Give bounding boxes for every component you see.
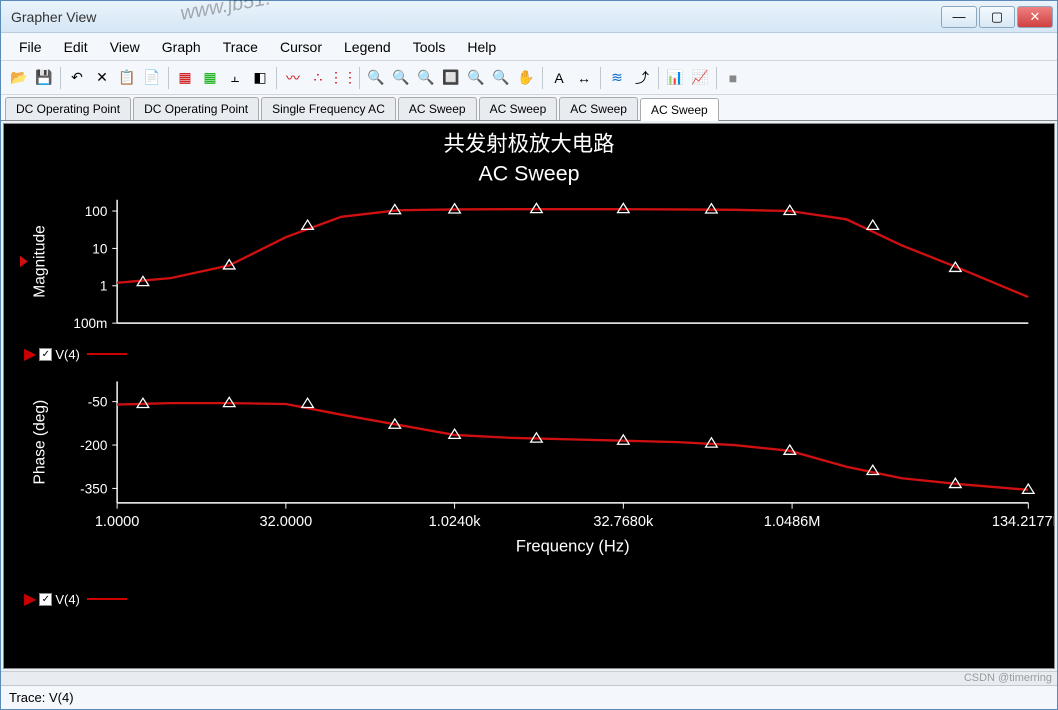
zoom-y-icon[interactable]: 🔍 [489,66,513,90]
svg-text:-350: -350 [80,481,108,496]
menu-graph[interactable]: Graph [152,35,211,59]
toolbar-separator [658,67,659,89]
menu-view[interactable]: View [100,35,150,59]
menu-legend[interactable]: Legend [334,35,401,59]
legend-label: V(4) [55,347,80,362]
sheet2-icon[interactable]: 📈 [688,66,712,90]
legend-phase: ▶ ✓ V(4) [24,589,127,609]
status-bar: Trace: V(4) [1,685,1057,709]
svg-text:1.0000: 1.0000 [95,514,140,530]
svg-text:1: 1 [100,279,108,294]
overlay-icon[interactable]: ≋ [605,66,629,90]
save-icon[interactable]: 💾 [32,66,56,90]
svg-text:-50: -50 [88,395,108,410]
tab-single-frequency-ac-2[interactable]: Single Frequency AC [261,97,396,120]
watermark-csdn: CSDN @timerring [964,672,1052,684]
menu-trace[interactable]: Trace [213,35,268,59]
toolbar-separator [168,67,169,89]
svg-text:1.0240k: 1.0240k [429,514,482,530]
legend-line-icon [87,353,127,355]
scatter-icon[interactable]: ∴ [306,66,330,90]
cursor-icon[interactable]: ↔ [572,66,596,90]
stop-icon[interactable]: ■ [721,66,745,90]
svg-text:10: 10 [92,241,108,256]
svg-text:1.0486M: 1.0486M [764,514,821,530]
tab-dc-operating-point-0[interactable]: DC Operating Point [5,97,131,120]
titlebar: Grapher View — ▢ ✕ [1,1,1057,33]
zoom-x-icon[interactable]: 🔍 [464,66,488,90]
zoom-fit-icon[interactable]: 🔍 [414,66,438,90]
tab-dc-operating-point-1[interactable]: DC Operating Point [133,97,259,120]
svg-text:100: 100 [85,204,108,219]
toolbar-separator [60,67,61,89]
svg-text:-200: -200 [80,438,108,453]
close-button[interactable]: ✕ [1017,6,1053,28]
toolbar-separator [542,67,543,89]
toolbar-separator [359,67,360,89]
tab-ac-sweep-4[interactable]: AC Sweep [479,97,558,120]
legend-magnitude: ▶ ✓ V(4) [24,344,127,364]
svg-text:Magnitude: Magnitude [31,225,48,298]
menubar: FileEditViewGraphTraceCursorLegendToolsH… [1,33,1057,61]
legend-arrow-icon: ▶ [24,589,36,609]
open-icon[interactable]: 📂 [7,66,31,90]
scrollbar-h[interactable] [1,671,1057,685]
svg-text:Frequency (Hz): Frequency (Hz) [516,537,630,555]
grid-red-icon[interactable]: ▦ [173,66,197,90]
menu-file[interactable]: File [9,35,52,59]
legend-checkbox[interactable]: ✓ [39,348,52,361]
status-text: Trace: V(4) [9,690,74,705]
paste-icon[interactable]: 📄 [140,66,164,90]
window-title: Grapher View [11,9,941,25]
export-icon[interactable]: ⤴ [630,66,654,90]
tab-ac-sweep-3[interactable]: AC Sweep [398,97,477,120]
markers-icon[interactable]: ⋮⋮ [331,66,355,90]
legend-arrow-icon: ▶ [24,344,36,364]
toolbar: 📂💾↶✕📋📄▦▦⫠◧〰∴⋮⋮🔍🔍🔍🔲🔍🔍✋A↔≋⤴📊📈■ [1,61,1057,95]
svg-text:32.7680k: 32.7680k [593,514,654,530]
zoom-area-icon[interactable]: 🔲 [439,66,463,90]
chart-svg: 共发射极放大电路 AC Sweep 100m 1 10 100 Magnitude -350 -… [4,124,1054,668]
tab-strip: DC Operating PointDC Operating PointSing… [1,95,1057,121]
maximize-button[interactable]: ▢ [979,6,1015,28]
toolbar-separator [716,67,717,89]
undo-icon[interactable]: ↶ [65,66,89,90]
text-icon[interactable]: A [547,66,571,90]
minimize-button[interactable]: — [941,6,977,28]
svg-text:共发射极放大电路: 共发射极放大电路 [444,132,615,156]
svg-text:100m: 100m [73,316,107,331]
tab-ac-sweep-5[interactable]: AC Sweep [559,97,638,120]
svg-text:32.0000: 32.0000 [260,514,313,530]
toolbar-separator [600,67,601,89]
svg-text:134.2177M: 134.2177M [992,514,1054,530]
zoom-out-icon[interactable]: 🔍 [389,66,413,90]
bw-icon[interactable]: ◧ [248,66,272,90]
copy-icon[interactable]: 📋 [115,66,139,90]
sheet-icon[interactable]: 📊 [663,66,687,90]
menu-cursor[interactable]: Cursor [270,35,332,59]
svg-text:AC Sweep: AC Sweep [479,161,580,185]
legend-line-icon [87,598,127,600]
delete-icon[interactable]: ✕ [90,66,114,90]
toolbar-separator [276,67,277,89]
pan-icon[interactable]: ✋ [514,66,538,90]
zoom-in-icon[interactable]: 🔍 [364,66,388,90]
menu-help[interactable]: Help [457,35,506,59]
app-window: www.jb51. Grapher View — ▢ ✕ FileEditVie… [0,0,1058,710]
menu-edit[interactable]: Edit [54,35,98,59]
tab-ac-sweep-6[interactable]: AC Sweep [640,98,719,121]
legend-checkbox[interactable]: ✓ [39,593,52,606]
axes-icon[interactable]: ⫠ [223,66,247,90]
trace-red-icon[interactable]: 〰 [281,66,305,90]
svg-text:Phase (deg): Phase (deg) [31,400,48,485]
legend-label: V(4) [55,592,80,607]
menu-tools[interactable]: Tools [403,35,456,59]
grid-green-icon[interactable]: ▦ [198,66,222,90]
chart-area: 共发射极放大电路 AC Sweep 100m 1 10 100 Magnitude -350 -… [3,123,1055,669]
